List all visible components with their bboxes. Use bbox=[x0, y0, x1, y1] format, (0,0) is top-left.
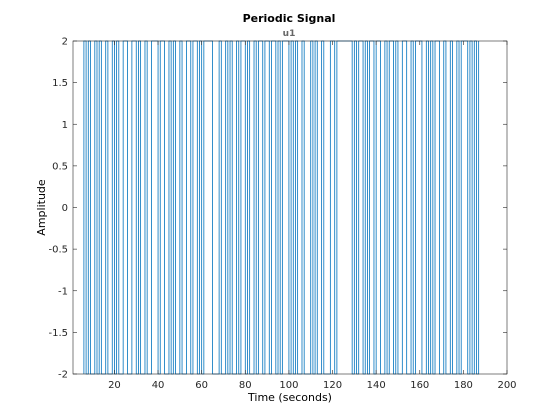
x-tick-label: 160 bbox=[410, 380, 429, 391]
axes-box bbox=[72, 40, 508, 375]
y-tick-label: 1.5 bbox=[52, 78, 68, 89]
y-tick-label: -1 bbox=[58, 286, 68, 297]
y-tick-label: 2 bbox=[62, 37, 68, 48]
y-tick-label: 0.5 bbox=[52, 161, 68, 172]
chart-title: Periodic Signal bbox=[243, 12, 336, 25]
axis-ticks: 20 40 60 80 100 120 140 160 180 200 2 1.5 1 0.5 0 -0.5 -… bbox=[48, 37, 516, 392]
x-tick-label: 100 bbox=[279, 380, 298, 391]
signal-line-0 bbox=[83, 40, 480, 375]
x-tick-label: 180 bbox=[454, 380, 473, 391]
x-axis-label: Time (seconds) bbox=[247, 391, 332, 404]
x-tick-label: 140 bbox=[367, 380, 386, 391]
x-tick-label: 40 bbox=[152, 380, 165, 391]
signal-series bbox=[83, 40, 480, 375]
y-axis-label: Amplitude bbox=[35, 179, 48, 236]
x-tick-label: 60 bbox=[195, 380, 208, 391]
x-tick-label: 200 bbox=[497, 380, 516, 391]
y-tick-label: 0 bbox=[62, 203, 68, 214]
x-tick-label: 80 bbox=[239, 380, 252, 391]
x-tick-label: 120 bbox=[323, 380, 342, 391]
y-tick-label: -2 bbox=[58, 370, 68, 381]
y-tick-label: -0.5 bbox=[48, 245, 68, 256]
chart-subtitle: u1 bbox=[283, 29, 296, 39]
y-tick-label: -1.5 bbox=[48, 328, 68, 339]
x-tick-label: 20 bbox=[108, 380, 121, 391]
y-tick-label: 1 bbox=[62, 120, 68, 131]
